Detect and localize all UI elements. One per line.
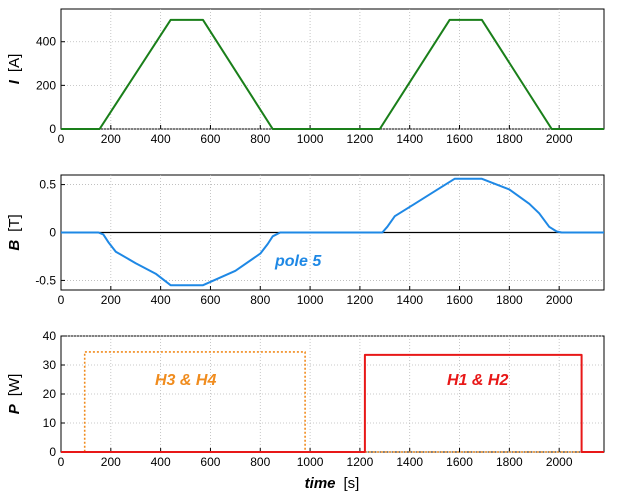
y-axis-label: I [A] bbox=[6, 54, 23, 85]
x-tick-label: 400 bbox=[151, 132, 171, 146]
annotation-label: H1 & H2 bbox=[447, 372, 508, 389]
x-tick-label: 600 bbox=[200, 455, 220, 469]
x-tick-label: 2000 bbox=[546, 455, 573, 469]
x-tick-label: 1200 bbox=[347, 455, 374, 469]
y-axis-label: P [W] bbox=[6, 374, 23, 415]
x-tick-label: 800 bbox=[250, 132, 270, 146]
y-axis-label: B [T] bbox=[6, 214, 23, 250]
x-tick-label: 800 bbox=[250, 455, 270, 469]
power-panel: 0 200 400 600 800 1000 1200 1400 1600 1800 2000 0 10… bbox=[6, 329, 605, 492]
y-axis-unit: [A] bbox=[6, 54, 23, 72]
y-axis-unit: [T] bbox=[6, 214, 23, 232]
x-tick-label: 2000 bbox=[546, 293, 573, 307]
x-axis-unit: [s] bbox=[344, 475, 360, 492]
annotation-label: H3 & H4 bbox=[155, 372, 216, 389]
x-tick-label: 2000 bbox=[546, 132, 573, 146]
x-tick-label: 1600 bbox=[446, 293, 473, 307]
y-axis-unit: [W] bbox=[6, 374, 23, 397]
x-axis-symbol: time bbox=[305, 475, 336, 492]
annotation-label: pole 5 bbox=[274, 253, 322, 270]
y-tick-label: 40 bbox=[43, 329, 57, 343]
x-tick-label: 600 bbox=[200, 132, 220, 146]
y-tick-label: -0.5 bbox=[35, 273, 56, 287]
x-tick-label: 200 bbox=[101, 455, 121, 469]
x-tick-label: 400 bbox=[151, 455, 171, 469]
y-tick-label: 20 bbox=[43, 387, 57, 401]
x-tick-label: 0 bbox=[58, 293, 65, 307]
x-tick-label: 1600 bbox=[446, 132, 473, 146]
series-line bbox=[61, 177, 604, 287]
x-tick-label: 1400 bbox=[396, 455, 423, 469]
x-tick-label: 400 bbox=[151, 293, 171, 307]
x-tick-label: 800 bbox=[250, 293, 270, 307]
y-tick-label: 0.5 bbox=[39, 178, 56, 192]
field-panel: 0 200 400 600 800 1000 1200 1400 1600 1800 2000 -0.… bbox=[6, 174, 605, 307]
y-tick-label: 10 bbox=[43, 416, 57, 430]
x-tick-label: 1800 bbox=[496, 293, 523, 307]
x-tick-label: 600 bbox=[200, 293, 220, 307]
y-axis-symbol: B bbox=[6, 240, 23, 251]
x-tick-label: 0 bbox=[58, 132, 65, 146]
x-tick-label: 1200 bbox=[347, 132, 374, 146]
x-axis-label: time [s] bbox=[305, 475, 360, 492]
x-tick-label: 1400 bbox=[396, 132, 423, 146]
x-tick-label: 1400 bbox=[396, 293, 423, 307]
y-axis-symbol: I bbox=[6, 79, 23, 84]
x-tick-label: 1000 bbox=[297, 293, 324, 307]
x-tick-label: 0 bbox=[58, 455, 65, 469]
x-tick-label: 1000 bbox=[297, 455, 324, 469]
y-axis-symbol: P bbox=[6, 403, 23, 414]
series-line bbox=[61, 353, 604, 453]
y-tick-label: 30 bbox=[43, 358, 57, 372]
x-tick-label: 200 bbox=[101, 132, 121, 146]
y-tick-label: 0 bbox=[49, 445, 56, 459]
x-tick-label: 1800 bbox=[496, 132, 523, 146]
x-tick-label: 1000 bbox=[297, 132, 324, 146]
y-tick-label: 0 bbox=[49, 226, 56, 240]
y-tick-label: 200 bbox=[36, 78, 56, 92]
series-line bbox=[61, 351, 604, 453]
x-tick-label: 1600 bbox=[446, 455, 473, 469]
series-line bbox=[61, 18, 604, 130]
y-tick-label: 400 bbox=[36, 35, 56, 49]
plot-area bbox=[60, 8, 605, 130]
x-tick-label: 1200 bbox=[347, 293, 374, 307]
x-tick-label: 200 bbox=[101, 293, 121, 307]
x-tick-label: 1800 bbox=[496, 455, 523, 469]
current-panel: 0 200 400 600 800 1000 1200 1400 1600 1800 2000 0 20… bbox=[6, 8, 605, 146]
y-tick-label: 0 bbox=[49, 122, 56, 136]
